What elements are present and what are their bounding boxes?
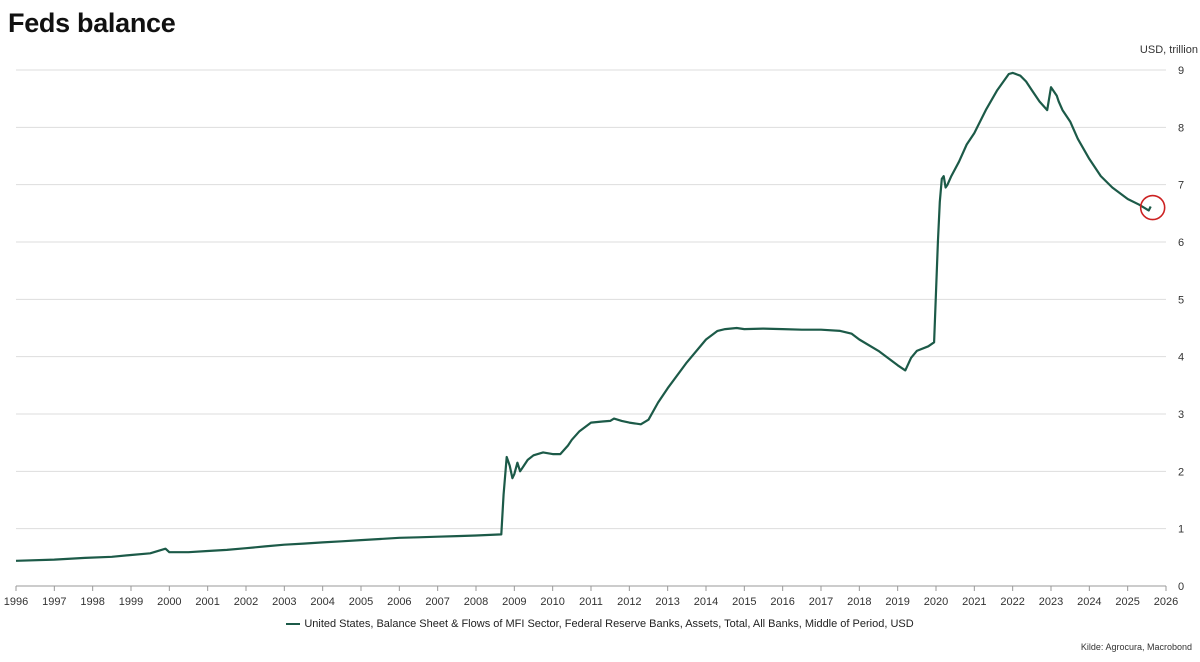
x-tick-label: 1999 <box>119 596 143 608</box>
x-tick-label: 2006 <box>387 596 411 608</box>
y-tick-label: 9 <box>1178 65 1184 77</box>
y-tick-label: 3 <box>1178 409 1184 421</box>
y-tick-label: 7 <box>1178 180 1184 192</box>
y-tick-label: 6 <box>1178 237 1184 249</box>
x-tick-label: 2015 <box>732 596 756 608</box>
y-axis-unit-label: USD, trillion <box>1139 44 1198 56</box>
x-tick-label: 2000 <box>157 596 181 608</box>
x-tick-label: 2021 <box>962 596 986 608</box>
x-tick-label: 2009 <box>502 596 526 608</box>
x-tick-label: 2002 <box>234 596 258 608</box>
series-layer <box>15 71 1152 562</box>
x-tick-label: 2025 <box>1115 596 1139 608</box>
chart-title: Feds balance <box>8 8 176 38</box>
source-note: Kilde: Agrocura, Macrobond <box>1080 642 1192 652</box>
y-axis: 0 1 2 3 4 5 6 7 8 9 <box>1178 65 1184 593</box>
legend-swatch <box>286 623 301 626</box>
x-tick-label: 2003 <box>272 596 296 608</box>
highlight-circle <box>1139 194 1166 221</box>
grid-lines <box>16 69 1166 587</box>
x-tick-label: 2022 <box>1000 596 1024 608</box>
x-tick-label: 2020 <box>924 596 948 608</box>
x-tick-label: 2007 <box>425 596 449 608</box>
y-tick-label: 1 <box>1178 524 1184 536</box>
x-tick-label: 2017 <box>809 596 833 608</box>
y-tick-label: 0 <box>1178 581 1184 593</box>
x-tick-label: 1997 <box>42 596 66 608</box>
x-tick-label: 2011 <box>579 596 603 608</box>
x-tick-label: 2013 <box>655 596 679 608</box>
x-tick-label: 2001 <box>195 596 219 608</box>
x-tick-label: 2019 <box>885 596 909 608</box>
x-axis: 1996 1997 1998 1999 2000 2001 2002 2003 2004 2005… <box>4 586 1178 608</box>
annotation-layer <box>1139 194 1166 221</box>
x-tick-label: 2012 <box>617 596 641 608</box>
legend-label: United States, Balance Sheet & Flows of … <box>304 618 914 630</box>
x-tick-label: 1998 <box>80 596 104 608</box>
x-tick-label: 2004 <box>310 596 334 608</box>
x-tick-label: 2024 <box>1077 596 1101 608</box>
y-tick-label: 8 <box>1178 122 1184 134</box>
y-tick-label: 2 <box>1178 466 1184 478</box>
x-tick-label: 2005 <box>349 596 373 608</box>
y-tick-label: 5 <box>1178 294 1184 306</box>
legend: United States, Balance Sheet & Flows of … <box>0 618 1200 630</box>
series-line <box>15 71 1152 562</box>
y-tick-label: 4 <box>1178 352 1184 364</box>
x-tick-label: 2014 <box>694 596 718 608</box>
x-tick-label: 2023 <box>1039 596 1063 608</box>
x-tick-label: 2018 <box>847 596 871 608</box>
x-tick-label: 2008 <box>464 596 488 608</box>
x-tick-label: 2016 <box>770 596 794 608</box>
x-tick-label: 2010 <box>540 596 564 608</box>
x-tick-label: 1996 <box>4 596 28 608</box>
x-tick-label: 2026 <box>1154 596 1178 608</box>
